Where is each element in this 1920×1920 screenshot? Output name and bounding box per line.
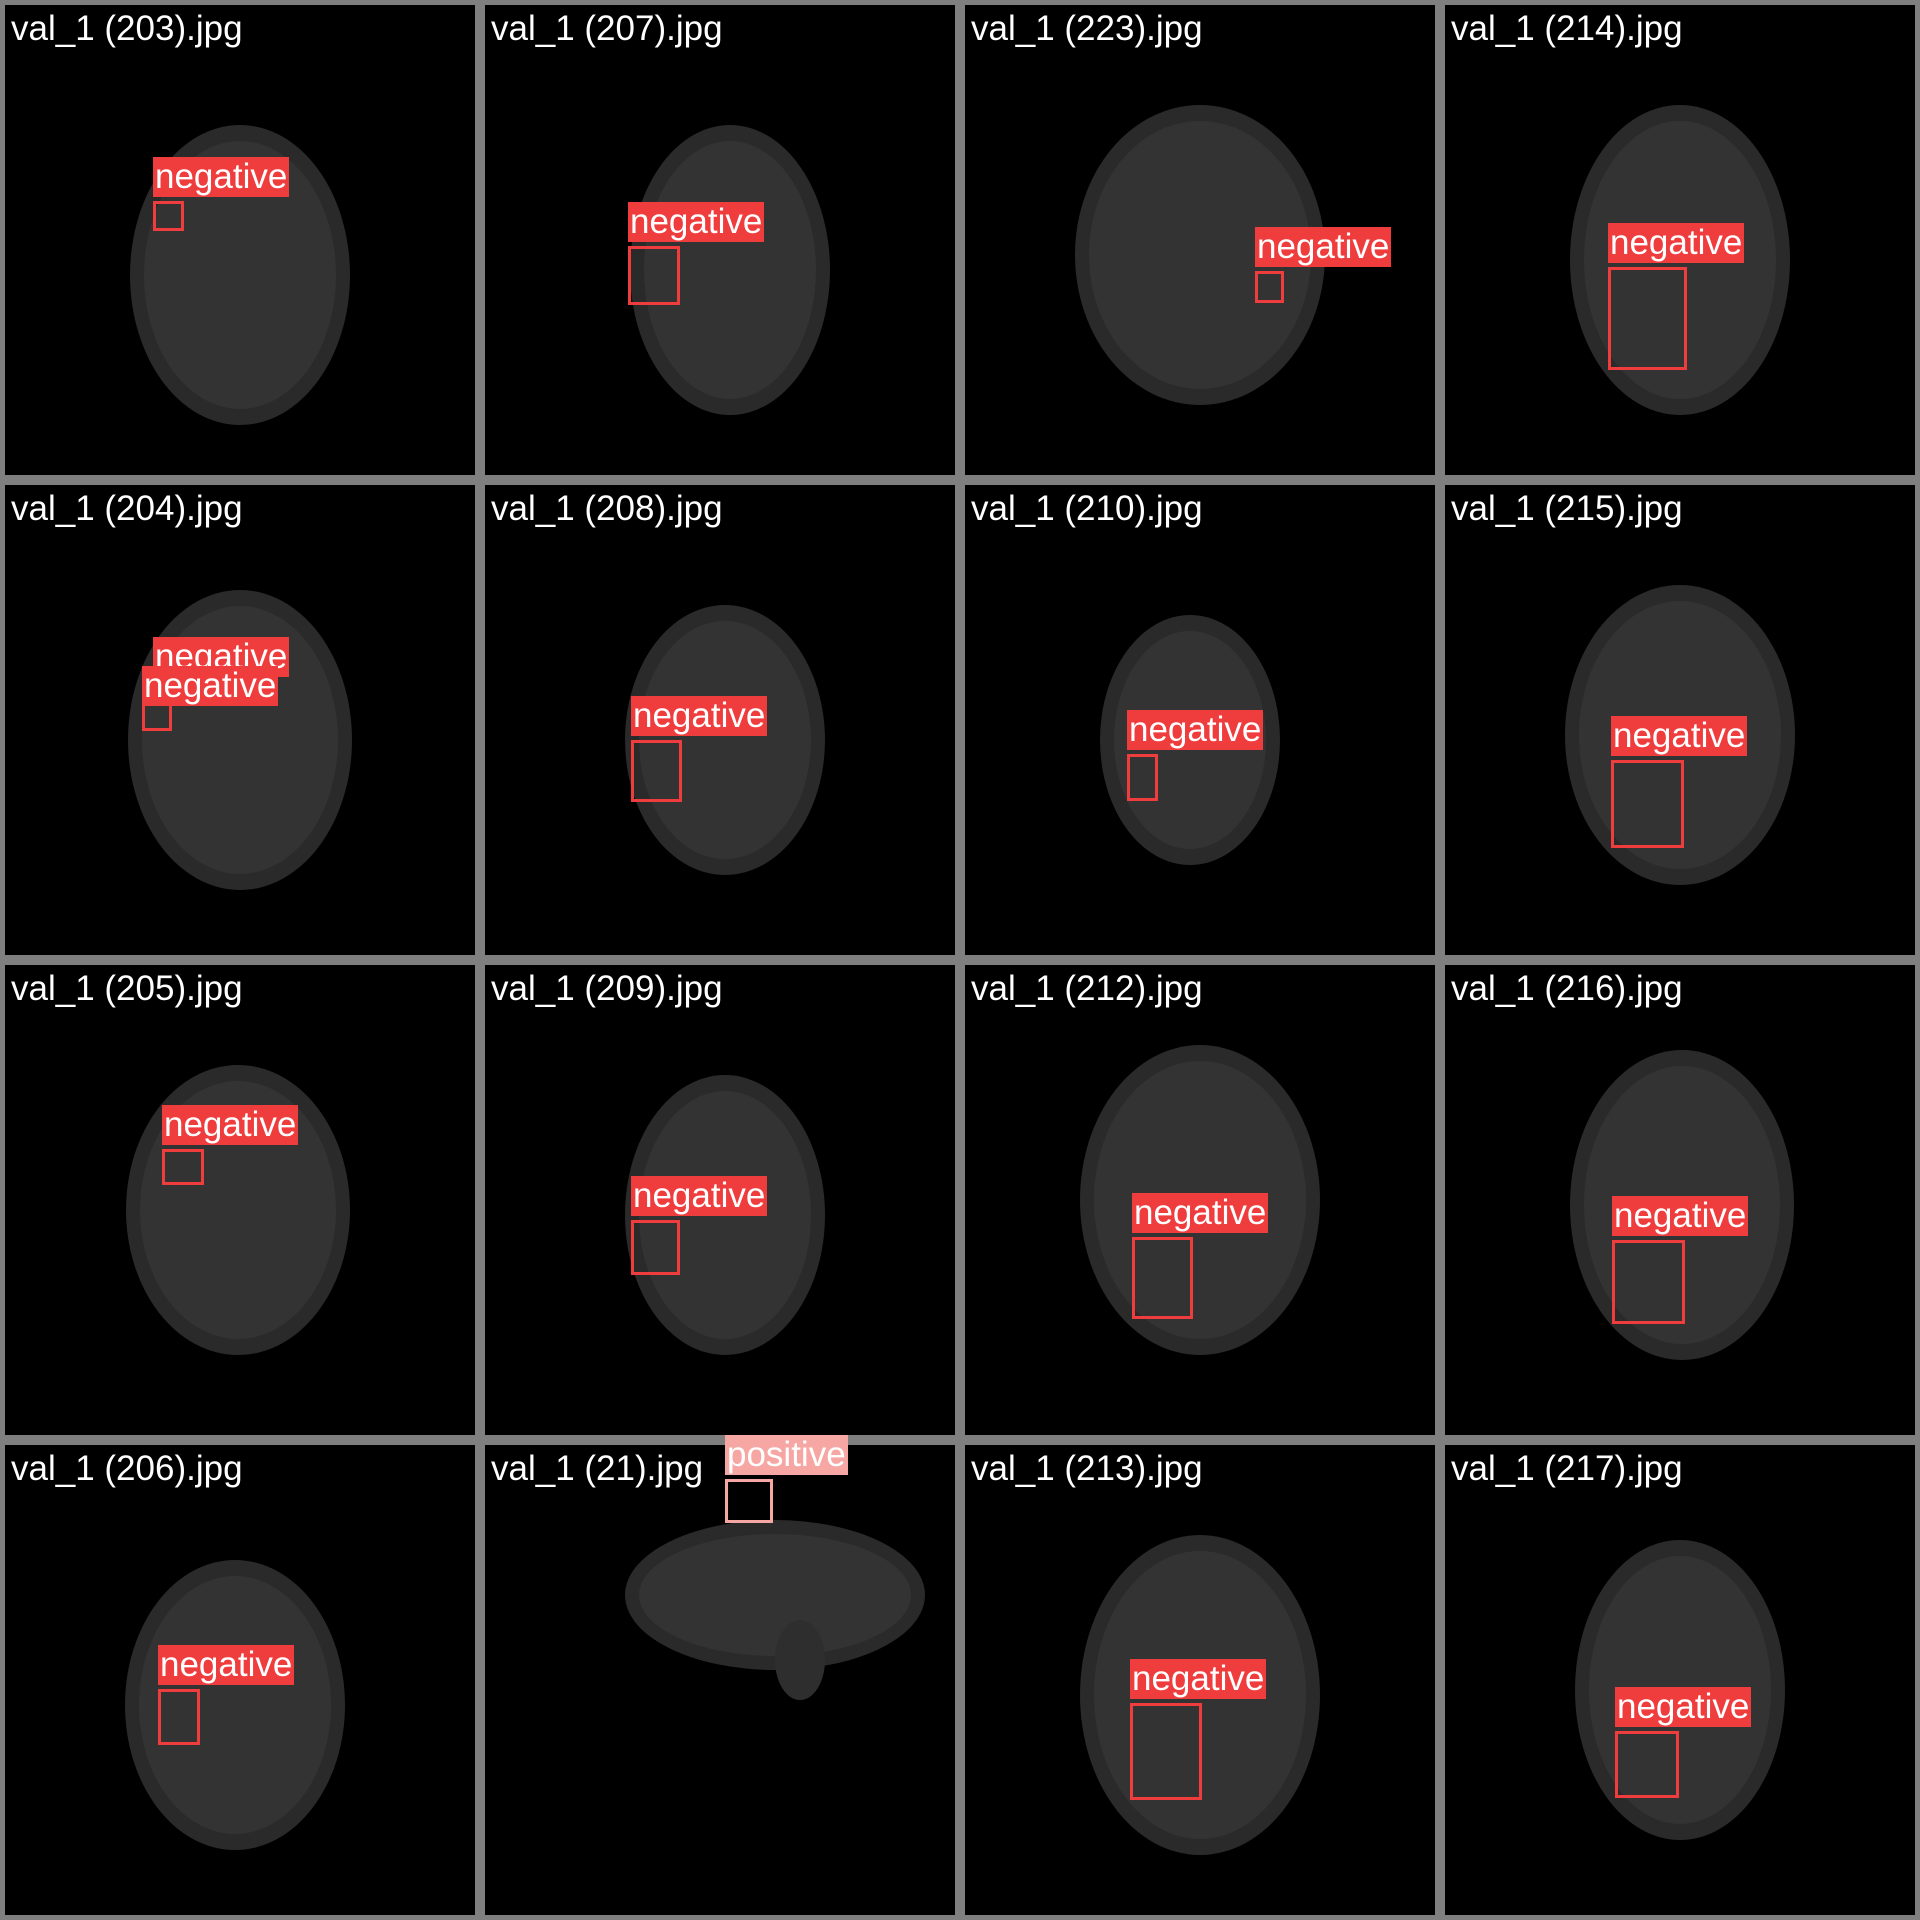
filename-label: val_1 (206).jpg — [11, 1449, 243, 1488]
image-tile[interactable]: val_1 (205).jpg negative — [0, 960, 480, 1440]
bounding-box — [158, 1689, 200, 1745]
bounding-box — [1132, 1237, 1193, 1319]
bounding-box — [631, 740, 682, 802]
image-tile[interactable]: val_1 (214).jpg negative — [1440, 0, 1920, 480]
mri-image: val_1 (217).jpg negative — [1445, 1445, 1915, 1915]
filename-label: val_1 (203).jpg — [11, 9, 243, 48]
bounding-box — [725, 1479, 773, 1523]
filename-label: val_1 (214).jpg — [1451, 9, 1683, 48]
mri-image: val_1 (209).jpg negative — [485, 965, 955, 1435]
image-tile[interactable]: val_1 (203).jpg negative — [0, 0, 480, 480]
brain-scan — [126, 1065, 350, 1355]
detection-label: negative — [1611, 716, 1748, 756]
filename-label: val_1 (223).jpg — [971, 9, 1203, 48]
image-tile[interactable]: val_1 (217).jpg negative — [1440, 1440, 1920, 1920]
image-tile[interactable]: val_1 (207).jpg negative — [480, 0, 960, 480]
mri-image: val_1 (210).jpg negative — [965, 485, 1435, 955]
image-tile[interactable]: val_1 (206).jpg negative — [0, 1440, 480, 1920]
bounding-box — [628, 246, 680, 305]
filename-label: val_1 (210).jpg — [971, 489, 1203, 528]
detection-label: negative — [1132, 1193, 1269, 1233]
mri-image: val_1 (204).jpg negative negative — [5, 485, 475, 955]
filename-label: val_1 (207).jpg — [491, 9, 723, 48]
filename-label: val_1 (21).jpg — [491, 1449, 704, 1488]
detection-label: negative — [1615, 1687, 1752, 1727]
bounding-box — [1127, 754, 1158, 801]
filename-label: val_1 (212).jpg — [971, 969, 1203, 1008]
bounding-box — [1612, 1240, 1685, 1324]
bounding-box — [1255, 271, 1284, 303]
brain-scan — [128, 590, 352, 890]
bounding-box — [1615, 1731, 1679, 1798]
detection-label: negative — [1255, 227, 1392, 267]
filename-label: val_1 (204).jpg — [11, 489, 243, 528]
filename-label: val_1 (216).jpg — [1451, 969, 1683, 1008]
image-tile[interactable]: val_1 (213).jpg negative — [960, 1440, 1440, 1920]
filename-label: val_1 (215).jpg — [1451, 489, 1683, 528]
mri-image: val_1 (208).jpg negative — [485, 485, 955, 955]
mri-image: val_1 (212).jpg negative — [965, 965, 1435, 1435]
mri-image: val_1 (21).jpg positive — [485, 1435, 955, 1915]
detection-label: negative — [162, 1105, 299, 1145]
mri-image: val_1 (215).jpg negative — [1445, 485, 1915, 955]
brain-scan — [1575, 1540, 1785, 1840]
brain-scan — [125, 1560, 345, 1850]
mri-image: val_1 (203).jpg negative — [5, 5, 475, 475]
image-tile[interactable]: val_1 (216).jpg negative — [1440, 960, 1920, 1440]
bounding-box — [631, 1220, 680, 1275]
image-tile[interactable]: val_1 (210).jpg negative — [960, 480, 1440, 960]
filename-label: val_1 (205).jpg — [11, 969, 243, 1008]
bounding-box — [1130, 1703, 1202, 1800]
detection-label: negative — [631, 696, 768, 736]
image-tile[interactable]: val_1 (204).jpg negative negative — [0, 480, 480, 960]
detection-label: negative — [158, 1645, 295, 1685]
bounding-box — [153, 201, 184, 231]
detection-label: negative — [1608, 223, 1745, 263]
mri-image: val_1 (223).jpg negative — [965, 5, 1435, 475]
image-tile[interactable]: val_1 (223).jpg negative — [960, 0, 1440, 480]
brain-scan — [625, 1520, 925, 1700]
mri-image: val_1 (216).jpg negative — [1445, 965, 1915, 1435]
bounding-box — [1611, 760, 1684, 848]
filename-label: val_1 (209).jpg — [491, 969, 723, 1008]
filename-label: val_1 (217).jpg — [1451, 1449, 1683, 1488]
detection-label: negative — [628, 202, 765, 242]
detection-label: positive — [725, 1435, 848, 1475]
detection-label: negative — [1130, 1659, 1267, 1699]
image-tile[interactable]: val_1 (21).jpg positive — [480, 1435, 960, 1920]
detection-label: negative — [153, 157, 290, 197]
bounding-box — [162, 1149, 204, 1185]
detection-label: negative — [1612, 1196, 1749, 1236]
mri-image: val_1 (213).jpg negative — [965, 1445, 1435, 1915]
bounding-box — [1608, 267, 1687, 370]
image-tile[interactable]: val_1 (212).jpg negative — [960, 960, 1440, 1440]
mri-image: val_1 (207).jpg negative — [485, 5, 955, 475]
filename-label: val_1 (213).jpg — [971, 1449, 1203, 1488]
brain-scan — [130, 125, 350, 425]
brain-scan — [625, 605, 825, 875]
image-tile[interactable]: val_1 (209).jpg negative — [480, 960, 960, 1440]
mri-image: val_1 (214).jpg negative — [1445, 5, 1915, 475]
image-tile[interactable]: val_1 (208).jpg negative — [480, 480, 960, 960]
mri-image: val_1 (206).jpg negative — [5, 1445, 475, 1915]
mri-image: val_1 (205).jpg negative — [5, 965, 475, 1435]
image-tile[interactable]: val_1 (215).jpg negative — [1440, 480, 1920, 960]
detection-label: negative — [1127, 710, 1264, 750]
detection-label: negative — [142, 666, 279, 706]
brain-scan — [1075, 105, 1325, 405]
detection-label: negative — [631, 1176, 768, 1216]
filename-label: val_1 (208).jpg — [491, 489, 723, 528]
